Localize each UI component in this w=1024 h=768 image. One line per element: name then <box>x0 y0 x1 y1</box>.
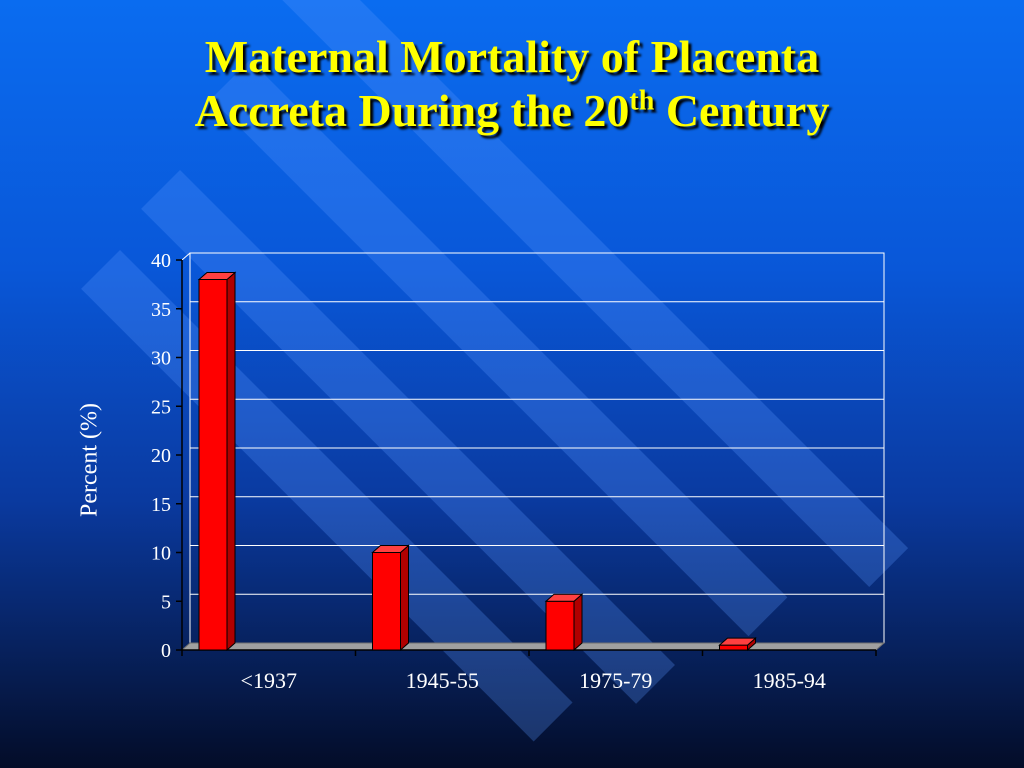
y-tick-label: 25 <box>151 396 171 418</box>
title-superscript: th <box>629 85 655 117</box>
chart-floor <box>180 642 886 651</box>
bar <box>372 552 401 651</box>
y-tick-label: 35 <box>151 299 171 321</box>
bar <box>198 279 228 651</box>
title-line-2-main: Accreta During the 20 <box>194 85 630 136</box>
y-tick-label: 20 <box>151 445 171 467</box>
y-tick-label: 40 <box>151 250 171 272</box>
bar-side <box>573 593 583 652</box>
y-tick-label: 10 <box>151 543 171 565</box>
title-line-2: Accreta During the 20th Century <box>0 84 1024 138</box>
y-tick-label: 30 <box>151 348 171 370</box>
title-line-2-end: Century <box>665 85 830 136</box>
x-tick-label: 1985-94 <box>753 668 826 693</box>
bar-top <box>197 272 237 280</box>
x-tick-label: 1975-79 <box>579 668 652 693</box>
bar-top <box>718 637 757 646</box>
bar-side <box>400 544 409 652</box>
x-tick-label: 1945-55 <box>406 668 479 693</box>
page-title: Maternal Mortality of Placenta Accreta D… <box>0 30 1024 138</box>
x-tick-label: <1937 <box>241 668 297 693</box>
title-line-1: Maternal Mortality of Placenta <box>204 31 820 82</box>
bar <box>719 644 748 651</box>
bar-top <box>544 593 584 602</box>
bar <box>545 600 575 651</box>
side-wall-edge <box>181 252 191 261</box>
bar-side <box>226 271 236 652</box>
bar-top <box>371 545 410 553</box>
y-tick-label: 5 <box>161 591 171 613</box>
y-tick-label: 15 <box>151 494 171 516</box>
y-tick-label: 0 <box>161 640 171 662</box>
